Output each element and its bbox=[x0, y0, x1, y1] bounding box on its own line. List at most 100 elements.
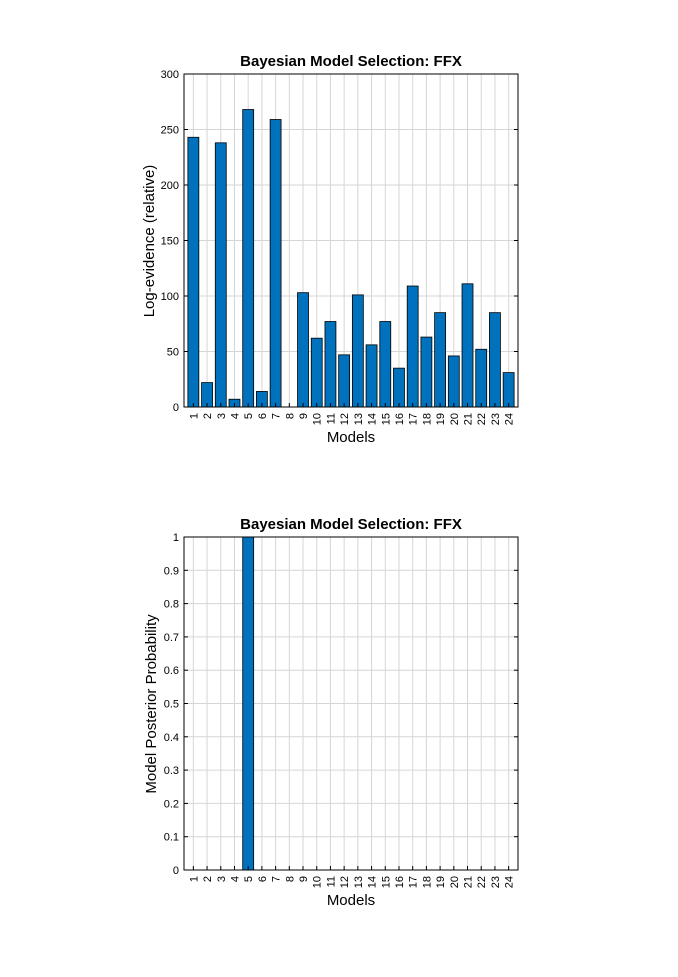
bar-model-18 bbox=[420, 336, 433, 408]
chart-title: Bayesian Model Selection: FFX bbox=[240, 516, 462, 533]
bar-model-3 bbox=[214, 142, 227, 408]
x-tick-label: 17 bbox=[408, 876, 420, 888]
x-tick-label: 22 bbox=[476, 413, 488, 425]
posterior-probability-chart: Bayesian Model Selection: FFX Models Mod… bbox=[143, 516, 519, 909]
y-tick-label: 1 bbox=[173, 532, 179, 544]
y-tick-label: 0 bbox=[173, 865, 179, 877]
x-tick-label: 24 bbox=[504, 876, 516, 888]
x-tick-label: 19 bbox=[435, 413, 447, 425]
bar-model-12 bbox=[338, 354, 351, 408]
x-tick-label: 15 bbox=[380, 876, 392, 888]
x-tick-label: 18 bbox=[421, 876, 433, 888]
bar-model-15 bbox=[379, 321, 392, 408]
y-tick-label: 0.6 bbox=[164, 665, 179, 677]
x-tick-label: 20 bbox=[449, 413, 461, 425]
x-tick-label: 14 bbox=[367, 876, 379, 888]
x-tick-label: 10 bbox=[312, 413, 324, 425]
y-tick-label: 0.5 bbox=[164, 699, 179, 711]
x-tick-label: 2 bbox=[202, 876, 214, 882]
x-tick-label: 3 bbox=[216, 413, 228, 419]
bar-model-14 bbox=[365, 344, 378, 408]
x-tick-label: 16 bbox=[394, 413, 406, 425]
x-tick-label: 16 bbox=[394, 876, 406, 888]
x-tick-label: 6 bbox=[257, 413, 269, 419]
y-tick-label: 200 bbox=[161, 180, 179, 192]
x-tick-label: 12 bbox=[339, 876, 351, 888]
x-tick-label: 23 bbox=[490, 413, 502, 425]
x-tick-label: 23 bbox=[490, 876, 502, 888]
axes: 00.10.20.30.40.50.60.70.80.911 2 3 4 5 6 7 8 9 10… bbox=[164, 532, 519, 888]
bar-model-7 bbox=[269, 119, 282, 408]
y-tick-label: 0.2 bbox=[164, 798, 179, 810]
x-tick-label: 1 bbox=[188, 876, 200, 882]
log-evidence-chart: Bayesian Model Selection: FFX Models Log… bbox=[141, 53, 519, 446]
x-tick-label: 4 bbox=[229, 876, 241, 882]
bar-model-5 bbox=[242, 109, 255, 408]
x-tick-label: 7 bbox=[271, 413, 283, 419]
bar-model-19 bbox=[434, 312, 446, 408]
x-axis-label: Models bbox=[327, 429, 375, 446]
y-tick-label: 150 bbox=[161, 236, 179, 248]
x-tick-label: 9 bbox=[298, 413, 310, 419]
y-axis-label: Model Posterior Probability bbox=[143, 614, 160, 794]
y-tick-label: 100 bbox=[161, 291, 179, 303]
x-tick-label: 5 bbox=[243, 876, 255, 882]
x-tick-label: 19 bbox=[435, 876, 447, 888]
x-tick-label: 5 bbox=[243, 413, 255, 419]
x-tick-label: 17 bbox=[408, 413, 420, 425]
x-tick-label: 9 bbox=[298, 876, 310, 882]
grid bbox=[184, 536, 518, 871]
bar-model-13 bbox=[351, 294, 364, 408]
x-tick-label: 1 bbox=[188, 413, 200, 419]
y-tick-label: 0.4 bbox=[164, 732, 179, 744]
x-tick-label: 11 bbox=[325, 876, 337, 887]
x-tick-label: 8 bbox=[284, 413, 296, 419]
x-tick-label: 8 bbox=[284, 876, 296, 882]
x-tick-label: 18 bbox=[421, 413, 433, 425]
bar-model-10 bbox=[310, 337, 323, 408]
bars bbox=[187, 109, 515, 408]
bar-model-17 bbox=[406, 285, 419, 408]
bars bbox=[242, 536, 255, 871]
y-tick-label: 250 bbox=[161, 125, 179, 137]
bar-model-9 bbox=[297, 292, 309, 408]
bar-model-11 bbox=[324, 321, 337, 408]
x-tick-label: 13 bbox=[353, 413, 365, 425]
bar-model-20 bbox=[447, 355, 460, 408]
bar-model-24 bbox=[502, 372, 515, 408]
x-tick-label: 2 bbox=[202, 413, 214, 419]
x-tick-label: 12 bbox=[339, 413, 351, 425]
y-tick-label: 0.3 bbox=[164, 765, 179, 777]
y-tick-label: 0 bbox=[173, 402, 179, 414]
x-tick-label: 15 bbox=[380, 413, 392, 425]
bar-model-16 bbox=[393, 367, 405, 408]
y-axis-label: Log-evidence (relative) bbox=[141, 165, 158, 318]
x-tick-label: 11 bbox=[325, 413, 337, 424]
bar-model-1 bbox=[187, 136, 200, 408]
x-tick-label: 21 bbox=[463, 876, 475, 888]
bar-model-23 bbox=[489, 312, 501, 408]
y-tick-label: 0.8 bbox=[164, 599, 179, 611]
x-tick-label: 10 bbox=[312, 876, 324, 888]
x-axis-label: Models bbox=[327, 892, 375, 909]
y-tick-label: 0.7 bbox=[164, 632, 179, 644]
bar-model-21 bbox=[461, 283, 474, 408]
y-tick-label: 0.1 bbox=[164, 832, 179, 844]
y-tick-label: 50 bbox=[167, 347, 179, 359]
x-tick-label: 22 bbox=[476, 876, 488, 888]
x-tick-label: 24 bbox=[504, 413, 516, 425]
x-tick-label: 7 bbox=[271, 876, 283, 882]
x-tick-label: 6 bbox=[257, 876, 269, 882]
y-tick-label: 0.9 bbox=[164, 565, 179, 577]
x-tick-label: 3 bbox=[216, 876, 228, 882]
chart-title: Bayesian Model Selection: FFX bbox=[240, 53, 462, 70]
y-tick-label: 300 bbox=[161, 69, 179, 81]
x-tick-label: 13 bbox=[353, 876, 365, 888]
bar-model-22 bbox=[475, 348, 488, 408]
x-tick-label: 20 bbox=[449, 876, 461, 888]
x-tick-label: 14 bbox=[367, 413, 379, 425]
bar-model-5 bbox=[242, 536, 255, 871]
x-tick-label: 4 bbox=[229, 413, 241, 419]
